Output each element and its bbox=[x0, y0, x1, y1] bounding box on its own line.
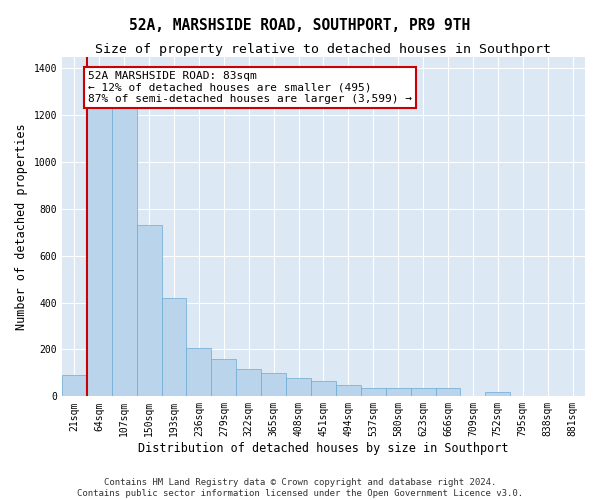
Title: Size of property relative to detached houses in Southport: Size of property relative to detached ho… bbox=[95, 42, 551, 56]
Bar bbox=[485, 392, 510, 396]
Bar bbox=[286, 378, 311, 396]
Bar bbox=[410, 388, 436, 396]
Y-axis label: Number of detached properties: Number of detached properties bbox=[15, 123, 28, 330]
Bar bbox=[211, 359, 236, 397]
Bar bbox=[62, 376, 87, 396]
Bar bbox=[261, 373, 286, 396]
Bar bbox=[112, 90, 137, 397]
Text: 52A MARSHSIDE ROAD: 83sqm
← 12% of detached houses are smaller (495)
87% of semi: 52A MARSHSIDE ROAD: 83sqm ← 12% of detac… bbox=[88, 70, 412, 104]
Text: Contains HM Land Registry data © Crown copyright and database right 2024.
Contai: Contains HM Land Registry data © Crown c… bbox=[77, 478, 523, 498]
Bar bbox=[137, 226, 161, 396]
Bar bbox=[87, 90, 112, 397]
Bar bbox=[386, 388, 410, 396]
Text: 52A, MARSHSIDE ROAD, SOUTHPORT, PR9 9TH: 52A, MARSHSIDE ROAD, SOUTHPORT, PR9 9TH bbox=[130, 18, 470, 32]
Bar bbox=[311, 381, 336, 396]
Bar bbox=[436, 388, 460, 396]
Bar bbox=[361, 388, 386, 396]
X-axis label: Distribution of detached houses by size in Southport: Distribution of detached houses by size … bbox=[138, 442, 509, 455]
Bar bbox=[336, 384, 361, 396]
Bar bbox=[187, 348, 211, 397]
Bar bbox=[161, 298, 187, 396]
Bar bbox=[236, 370, 261, 396]
